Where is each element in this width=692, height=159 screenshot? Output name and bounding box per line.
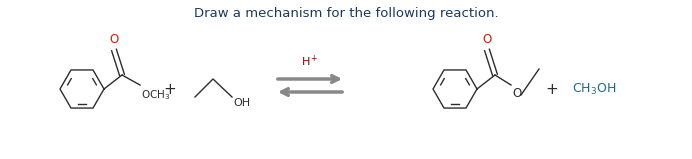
Text: CH$_3$OH: CH$_3$OH (572, 81, 616, 97)
Text: O: O (109, 33, 118, 46)
Text: Draw a mechanism for the following reaction.: Draw a mechanism for the following react… (194, 7, 498, 20)
Text: O: O (482, 33, 491, 46)
Text: +: + (163, 82, 176, 97)
Text: O: O (512, 87, 521, 100)
Text: H$^+$: H$^+$ (301, 53, 319, 69)
Text: +: + (545, 82, 558, 97)
Text: OH: OH (233, 98, 250, 108)
Text: OCH$_3$: OCH$_3$ (141, 88, 170, 102)
